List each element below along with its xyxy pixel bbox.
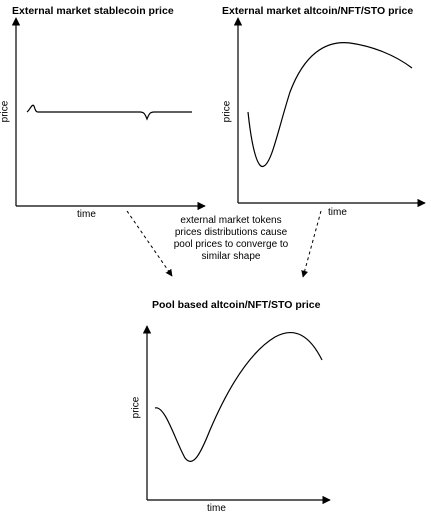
- pool-ylabel: price: [130, 396, 142, 419]
- note-line-4: similar shape: [201, 251, 261, 262]
- altcoin-ylabel: price: [221, 100, 233, 123]
- altcoin-xlabel: time: [328, 207, 347, 218]
- stablecoin-panel: [11, 17, 206, 211]
- pool-panel: [142, 325, 331, 505]
- stablecoin-price-curve: [26, 104, 192, 121]
- pool-title: Pool based altcoin/NFT/STO price: [152, 299, 321, 311]
- pool-xlabel: time: [207, 503, 226, 514]
- stablecoin-xlabel: time: [77, 209, 96, 220]
- altcoin-title: External market altcoin/NFT/STO price: [222, 5, 414, 17]
- left-dashed-arrow: [126, 210, 173, 277]
- stablecoin-title: External market stablecoin price: [12, 5, 174, 17]
- note-line-3: pool prices to converge to: [173, 239, 289, 250]
- note-line-2: prices distributions cause: [174, 227, 288, 238]
- pool-price-curve: [154, 332, 323, 462]
- stablecoin-ylabel: price: [0, 100, 11, 123]
- altcoin-panel: [233, 17, 426, 208]
- convergence-note: external market tokens prices distributi…: [156, 215, 306, 263]
- note-line-1: external market tokens: [180, 215, 282, 226]
- altcoin-price-curve: [247, 42, 413, 168]
